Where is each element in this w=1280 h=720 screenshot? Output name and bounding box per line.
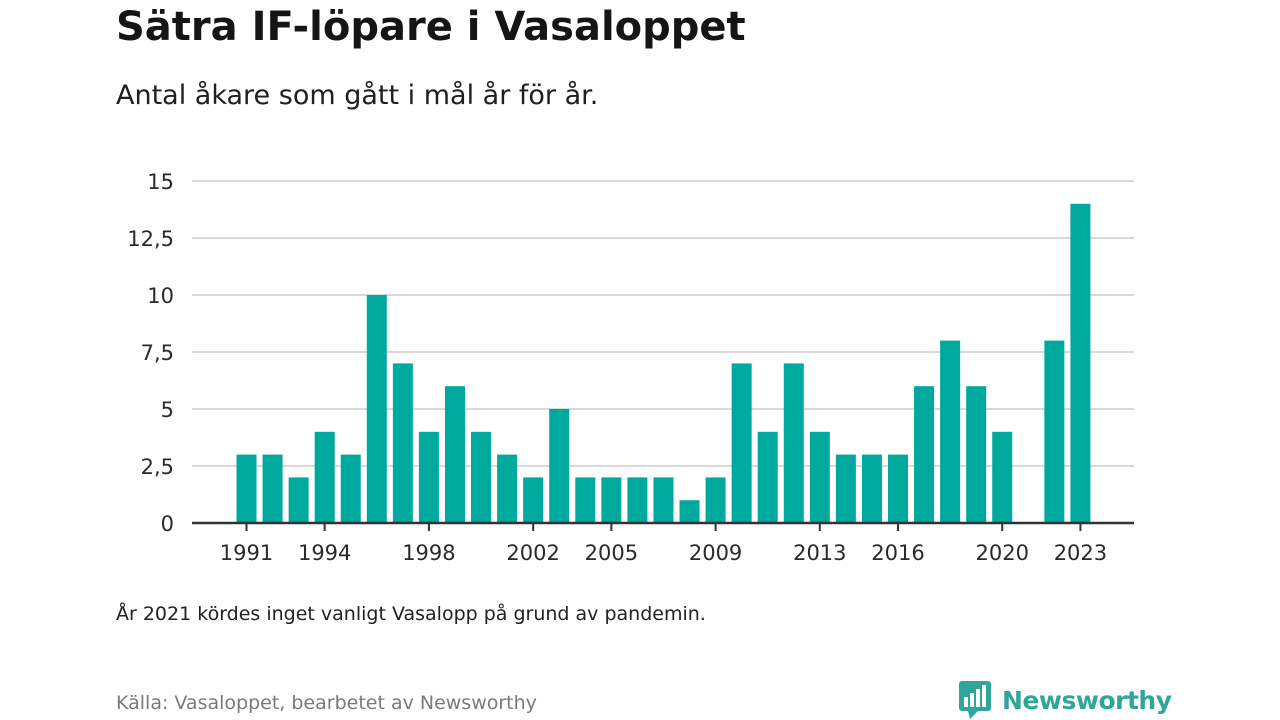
bar-2014 [835,454,856,523]
brand-logo: Newsworthy [958,680,1172,720]
source-text: Källa: Vasaloppet, bearbetet av Newswort… [116,692,537,714]
bar-1998 [418,431,439,523]
x-tick-label: 2002 [506,541,559,565]
bar-2023 [1070,203,1091,524]
x-tick-label: 2009 [689,541,742,565]
x-tick-label: 1998 [402,541,455,565]
bar-1994 [314,431,335,523]
bar-2011 [757,431,778,523]
bar-1996 [366,295,387,523]
brand-name: Newsworthy [1002,685,1172,715]
bar-2007 [653,477,674,523]
x-tick-label: 2016 [871,541,924,565]
bar-2017 [914,386,935,523]
bar-2013 [809,431,830,523]
bars [236,203,1091,524]
bar-2008 [679,500,700,523]
bar-2006 [627,477,648,523]
bar-2000 [471,431,492,523]
y-tick-label: 5 [161,398,174,422]
x-tick-label: 1991 [220,541,273,565]
gridlines [192,180,1134,467]
chart-subtitle: Antal åkare som gått i mål år för år. [116,80,599,111]
bar-2022 [1044,340,1065,523]
bar-2002 [523,477,544,523]
bar-1997 [392,363,413,523]
bar-2018 [940,340,961,523]
y-tick-label: 0 [161,512,174,536]
bar-2005 [601,477,622,523]
x-tick-label: 2005 [585,541,638,565]
bar-1993 [288,477,309,523]
bar-2009 [705,477,726,523]
chart-note: År 2021 kördes inget vanligt Vasalopp på… [116,603,706,625]
y-tick-label: 10 [147,284,174,308]
x-tick-label: 2023 [1054,541,1107,565]
bar-2003 [549,409,570,523]
chart-title: Sätra IF-löpare i Vasaloppet [116,4,746,50]
axes: 0 2,5 5 7,5 10 12,5 15 1991 1994 1998 2002 2005 2009… [127,170,1134,565]
bar-2010 [731,363,752,523]
bar-1991 [236,454,257,523]
bar-1999 [444,386,465,523]
y-tick-label: 12,5 [127,227,174,251]
bar-2001 [497,454,518,523]
bar-chart: 0 2,5 5 7,5 10 12,5 15 1991 1994 1998 2002 2005 2009… [127,170,1134,565]
y-tick-label: 2,5 [141,455,174,479]
bar-2016 [888,454,908,523]
bar-2015 [861,454,882,523]
bar-1995 [340,454,361,523]
y-tick-label: 15 [147,170,174,194]
x-tick-label: 2013 [793,541,846,565]
bar-2012 [783,363,804,523]
bar-2004 [575,477,596,523]
newsworthy-logo-icon [959,681,991,719]
bar-1992 [262,454,283,523]
y-tick-label: 7,5 [141,341,174,365]
x-tick-label: 1994 [298,541,351,565]
bar-2019 [966,386,987,523]
x-tick-label: 2020 [976,541,1029,565]
bar-2020 [992,431,1013,523]
